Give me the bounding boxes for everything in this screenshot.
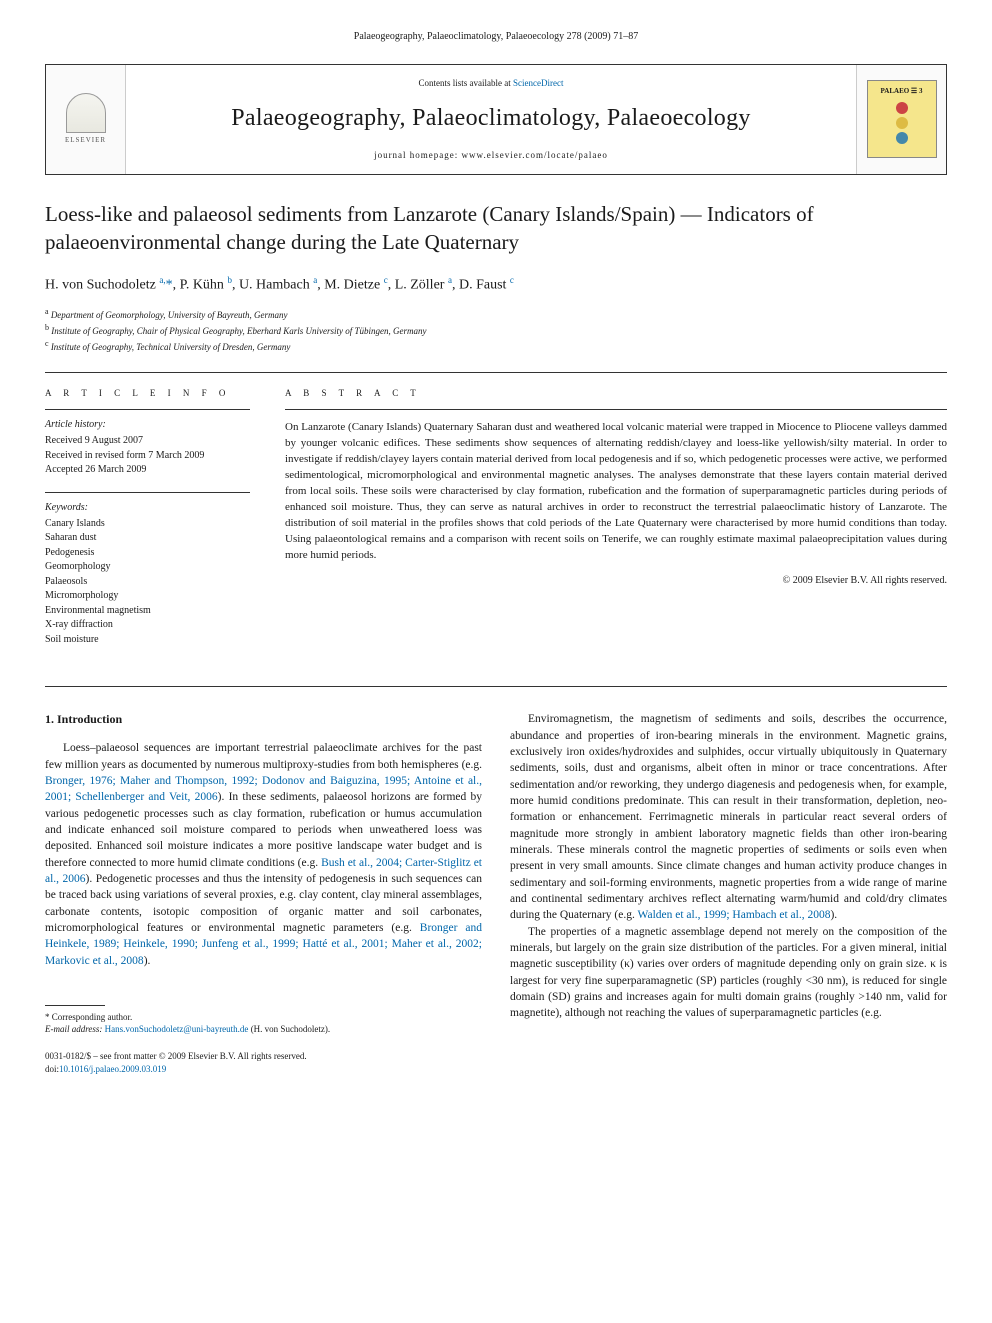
abstract-copyright: © 2009 Elsevier B.V. All rights reserved…	[285, 574, 947, 588]
affiliations: a Department of Geomorphology, Universit…	[45, 306, 947, 354]
keyword: Geomorphology	[45, 560, 250, 575]
article-info-heading: A R T I C L E I N F O	[45, 387, 250, 400]
corresponding-author: * Corresponding author.	[45, 1011, 482, 1024]
article-info-column: A R T I C L E I N F O Article history: R…	[45, 387, 250, 662]
publisher-logo-box: ELSEVIER	[46, 65, 126, 174]
divider	[45, 492, 250, 493]
article-history: Article history: Received 9 August 2007R…	[45, 418, 250, 478]
info-abstract-row: A R T I C L E I N F O Article history: R…	[45, 387, 947, 662]
contents-available-line: Contents lists available at ScienceDirec…	[146, 77, 836, 90]
author-list: H. von Suchodoletz a,*, P. Kühn b, U. Ha…	[45, 274, 947, 295]
running-header: Palaeogeography, Palaeoclimatology, Pala…	[45, 30, 947, 44]
body-paragraph: Loess–palaeosol sequences are important …	[45, 740, 482, 969]
keywords-label: Keywords:	[45, 501, 250, 515]
citation[interactable]: Bush et al., 2004; Carter-Stiglitz et al…	[45, 857, 482, 885]
divider	[285, 409, 947, 410]
sciencedirect-link[interactable]: ScienceDirect	[513, 78, 563, 88]
abstract-column: A B S T R A C T On Lanzarote (Canary Isl…	[285, 387, 947, 662]
history-item: Received in revised form 7 March 2009	[45, 449, 250, 464]
body-paragraph: The properties of a magnetic assemblage …	[510, 924, 947, 1022]
keyword: Soil moisture	[45, 633, 250, 648]
divider	[45, 686, 947, 687]
divider	[45, 372, 947, 373]
affiliation: c Institute of Geography, Technical Univ…	[45, 338, 947, 354]
history-item: Accepted 26 March 2009	[45, 463, 250, 478]
section-heading: 1. Introduction	[45, 711, 482, 728]
globe-icon	[896, 117, 908, 129]
journal-homepage-line: journal homepage: www.elsevier.com/locat…	[146, 149, 836, 162]
abstract-heading: A B S T R A C T	[285, 387, 947, 400]
body-column-right: Enviromagnetism, the magnetism of sedime…	[510, 711, 947, 1075]
citation[interactable]: Walden et al., 1999; Hambach et al., 200…	[638, 909, 831, 921]
abstract-text: On Lanzarote (Canary Islands) Quaternary…	[285, 420, 947, 563]
homepage-prefix: journal homepage:	[374, 150, 461, 160]
divider	[45, 409, 250, 410]
email-who: (H. von Suchodoletz).	[248, 1024, 330, 1034]
footer-block: 0031-0182/$ – see front matter © 2009 El…	[45, 1050, 482, 1075]
affiliation: b Institute of Geography, Chair of Physi…	[45, 322, 947, 338]
keyword: Palaeosols	[45, 575, 250, 590]
body-column-left: 1. Introduction Loess–palaeosol sequence…	[45, 711, 482, 1075]
journal-cover-box: PALAEO ☰ 3	[856, 65, 946, 174]
body-columns: 1. Introduction Loess–palaeosol sequence…	[45, 711, 947, 1075]
affiliation: a Department of Geomorphology, Universit…	[45, 306, 947, 322]
journal-name: Palaeogeography, Palaeoclimatology, Pala…	[146, 102, 836, 136]
elsevier-logo: ELSEVIER	[56, 84, 116, 154]
footnote-rule	[45, 1005, 105, 1006]
article-title: Loess-like and palaeosol sediments from …	[45, 200, 947, 257]
body-paragraph: Enviromagnetism, the magnetism of sedime…	[510, 711, 947, 923]
keyword: Micromorphology	[45, 589, 250, 604]
keyword: Saharan dust	[45, 531, 250, 546]
keyword: Canary Islands	[45, 517, 250, 532]
citation[interactable]: Bronger, 1976; Maher and Thompson, 1992;…	[45, 775, 482, 803]
homepage-url: www.elsevier.com/locate/palaeo	[462, 150, 608, 160]
keyword: Environmental magnetism	[45, 604, 250, 619]
banner-center: Contents lists available at ScienceDirec…	[126, 65, 856, 174]
footnote-area: * Corresponding author. E-mail address: …	[45, 997, 482, 1036]
badge-globes	[896, 102, 908, 144]
citation[interactable]: Bronger and Heinkele, 1989; Heinkele, 19…	[45, 922, 482, 967]
keyword: X-ray diffraction	[45, 618, 250, 633]
keywords-block: Keywords: Canary IslandsSaharan dustPedo…	[45, 501, 250, 648]
email-label: E-mail address:	[45, 1024, 105, 1034]
publisher-name: ELSEVIER	[65, 136, 106, 146]
elsevier-tree-icon	[66, 93, 106, 133]
front-matter-line: 0031-0182/$ – see front matter © 2009 El…	[45, 1050, 482, 1063]
globe-icon	[896, 102, 908, 114]
keyword: Pedogenesis	[45, 546, 250, 561]
email-line: E-mail address: Hans.vonSuchodoletz@uni-…	[45, 1023, 482, 1036]
journal-cover-badge: PALAEO ☰ 3	[867, 80, 937, 158]
badge-text: PALAEO ☰ 3	[881, 87, 923, 97]
journal-banner: ELSEVIER Contents lists available at Sci…	[45, 64, 947, 175]
history-item: Received 9 August 2007	[45, 434, 250, 449]
globe-icon	[896, 132, 908, 144]
email-link[interactable]: Hans.vonSuchodoletz@uni-bayreuth.de	[105, 1024, 249, 1034]
doi-line: doi:10.1016/j.palaeo.2009.03.019	[45, 1063, 482, 1076]
contents-prefix: Contents lists available at	[419, 78, 513, 88]
doi-link[interactable]: 10.1016/j.palaeo.2009.03.019	[59, 1064, 166, 1074]
history-label: Article history:	[45, 418, 250, 432]
doi-label: doi:	[45, 1064, 59, 1074]
